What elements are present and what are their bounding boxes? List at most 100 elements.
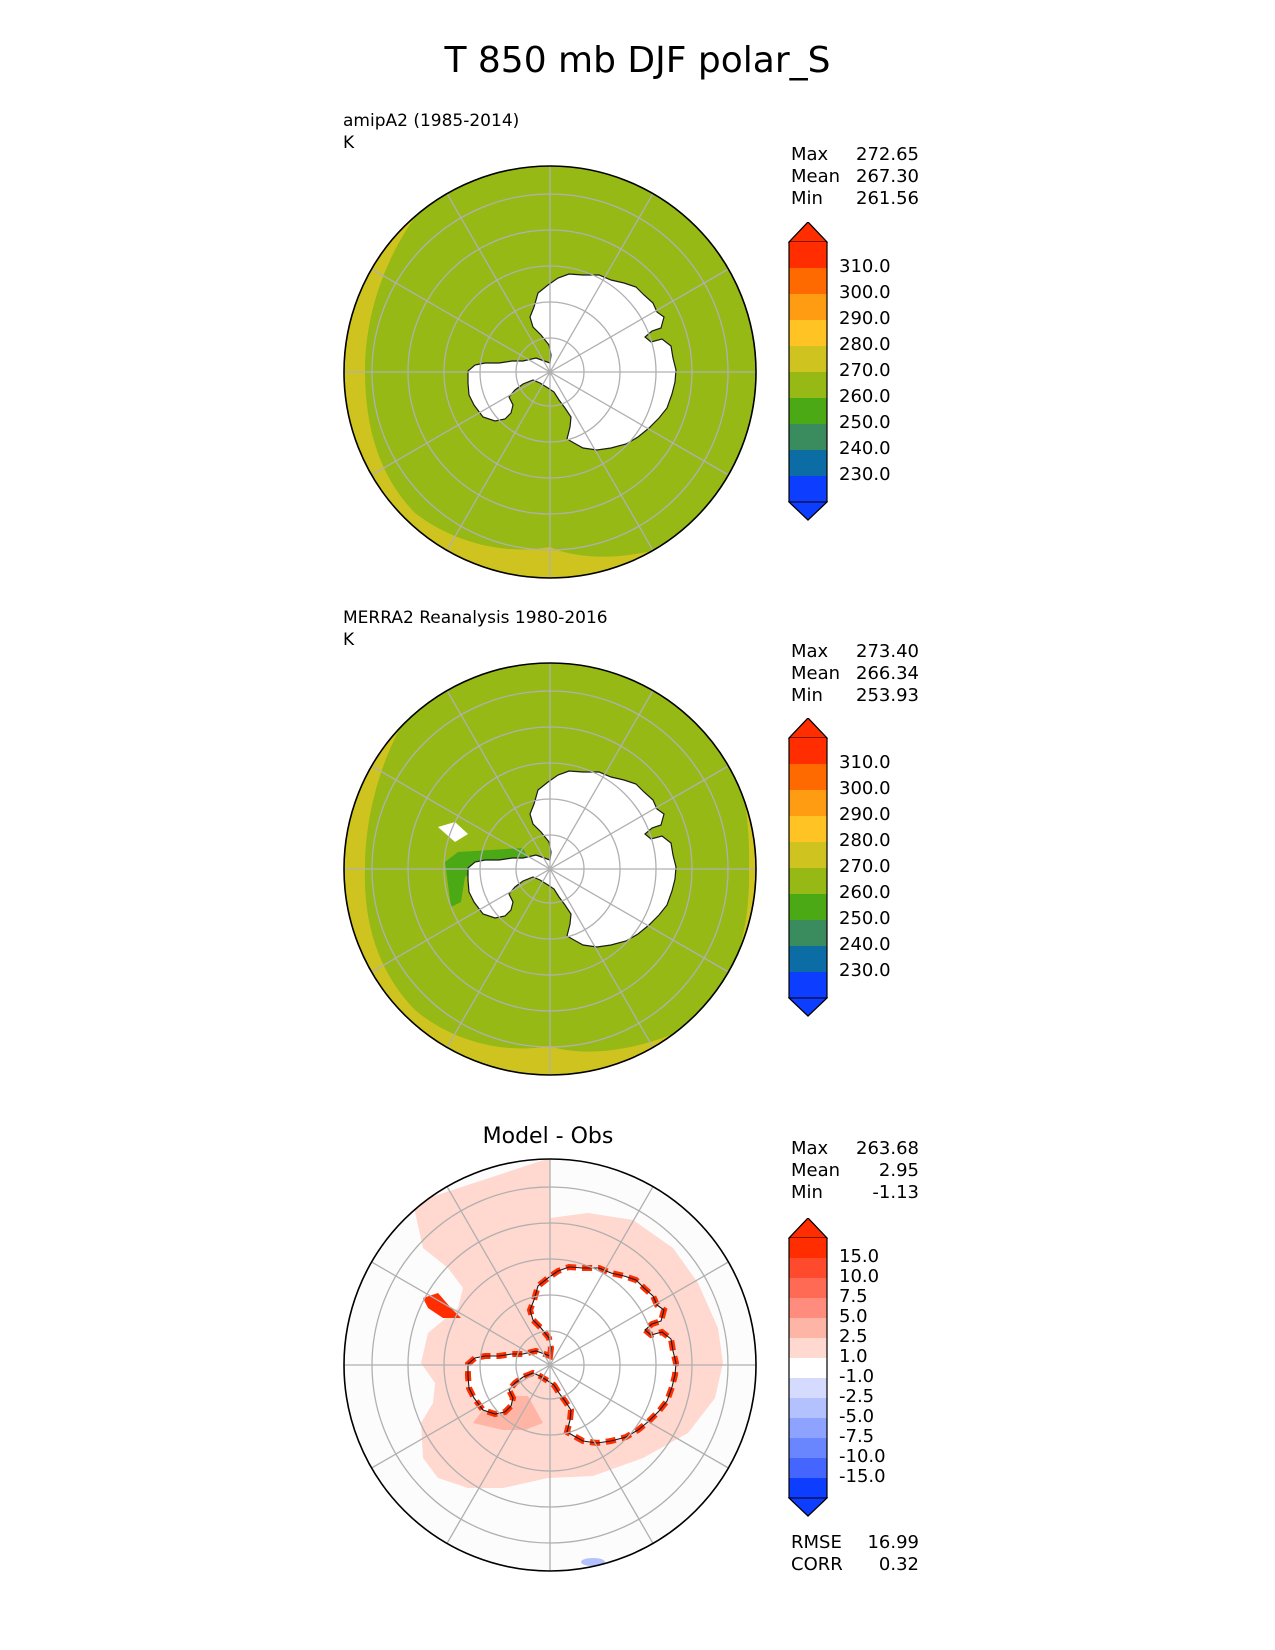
temperature-colorbar-obs: 310.0 300.0 290.0 280.0 270.0 260.0 250.0 240.0… <box>787 717 917 1022</box>
colorbar-swatch <box>789 790 827 817</box>
obs-panel-title: MERRA2 Reanalysis 1980-2016 K <box>343 607 608 651</box>
colorbar-tick-label: 300.0 <box>839 282 891 303</box>
colorbar-extend-max <box>787 221 829 243</box>
colorbar-swatch <box>789 894 827 921</box>
colorbar-tick-label: 310.0 <box>839 752 891 773</box>
colorbar-swatch <box>789 946 827 973</box>
colorbar-tick-label: 250.0 <box>839 908 891 929</box>
meridian-line <box>446 690 654 1048</box>
colorbar-swatch <box>789 1238 827 1259</box>
colorbar-tick-label: -2.5 <box>839 1386 875 1407</box>
colorbar-swatch <box>789 764 827 791</box>
colorbar-swatch <box>789 372 827 399</box>
meridian-line <box>446 1186 654 1544</box>
colorbar-swatch <box>789 424 827 451</box>
colorbar-tick-label: 300.0 <box>839 778 891 799</box>
diff-stat-mean: Mean 2.95 <box>791 1160 919 1181</box>
graticule <box>344 1159 756 1571</box>
graticule <box>344 663 756 1075</box>
diff-metric-corr: CORR 0.32 <box>791 1554 919 1575</box>
colorbar-extend-max <box>787 717 829 739</box>
diff-metric-rmse: RMSE 16.99 <box>791 1532 919 1553</box>
model-stat-mean: Mean 267.30 <box>791 166 919 187</box>
colorbar-tick-label: 230.0 <box>839 960 891 981</box>
colorbar-tick-label: 280.0 <box>839 334 891 355</box>
diff-metrics: RMSE 16.99 CORR 0.32 <box>791 1532 919 1576</box>
colorbar-swatch <box>789 738 827 765</box>
colorbar-swatch <box>789 816 827 843</box>
colorbar-tick-label: 260.0 <box>839 386 891 407</box>
model-polar-map <box>343 165 757 579</box>
colorbar-tick-label: 280.0 <box>839 830 891 851</box>
model-stats: Max 272.65 Mean 267.30 Min 261.56 <box>791 144 919 210</box>
colorbar-swatches <box>787 221 829 521</box>
temperature-colorbar-model: 310.0 300.0 290.0 280.0 270.0 260.0 250.0 240.0… <box>787 221 917 526</box>
diff-stat-min: Min -1.13 <box>791 1182 919 1203</box>
colorbar-extend-min <box>787 501 829 521</box>
colorbar-extend-min <box>787 997 829 1017</box>
obs-stats: Max 273.40 Mean 266.34 Min 253.93 <box>791 641 919 707</box>
colorbar-tick-label: 270.0 <box>839 360 891 381</box>
obs-units: K <box>343 630 355 650</box>
map-boundary <box>343 165 757 579</box>
colorbar-tick-label: -7.5 <box>839 1426 875 1447</box>
model-title: amipA2 (1985-2014) <box>343 111 520 131</box>
colorbar-tick-label: -10.0 <box>839 1446 886 1467</box>
colorbar-outline <box>788 1217 828 1517</box>
colorbar-swatches <box>787 1217 829 1517</box>
colorbar-extend-min <box>787 1497 829 1517</box>
colorbar-swatch <box>789 1338 827 1359</box>
colorbar-swatch <box>789 294 827 321</box>
colorbar-swatch <box>789 868 827 895</box>
colorbar-tick-label: 7.5 <box>839 1286 868 1307</box>
colorbar-swatch <box>789 320 827 347</box>
colorbar-swatch <box>789 1378 827 1399</box>
colorbar-swatches <box>787 717 829 1017</box>
model-stat-max: Max 272.65 <box>791 144 919 165</box>
map-boundary <box>343 1158 757 1572</box>
colorbar-tick-label: 240.0 <box>839 934 891 955</box>
colorbar-tick-label: 2.5 <box>839 1326 868 1347</box>
colorbar-tick-label: 5.0 <box>839 1306 868 1327</box>
colorbar-tick-label: -5.0 <box>839 1406 875 1427</box>
meridian-line <box>446 193 654 551</box>
colorbar-tick-label: 310.0 <box>839 256 891 277</box>
model-stat-min: Min 261.56 <box>791 188 919 209</box>
colorbar-swatch <box>789 1298 827 1319</box>
masked-shelf <box>438 822 468 842</box>
colorbar-tick-label: 260.0 <box>839 882 891 903</box>
colorbar-swatch <box>789 268 827 295</box>
colorbar-outline <box>788 221 828 521</box>
colorbar-swatch <box>789 1258 827 1279</box>
colorbar-tick-label: 240.0 <box>839 438 891 459</box>
diff-title: Model - Obs <box>482 1124 614 1149</box>
colorbar-extend-max <box>787 1217 829 1239</box>
colorbar-tick-label: -15.0 <box>839 1466 886 1487</box>
colorbar-tick-label: 270.0 <box>839 856 891 877</box>
colorbar-swatch <box>789 1278 827 1299</box>
obs-stat-max: Max 273.40 <box>791 641 919 662</box>
colorbar-swatch <box>789 1458 827 1479</box>
diff-polar-map <box>343 1158 757 1572</box>
diff-stats: Max 263.68 Mean 2.95 Min -1.13 <box>791 1138 919 1204</box>
cold-bias-patch <box>581 1558 605 1566</box>
colorbar-tick-label: 230.0 <box>839 464 891 485</box>
colorbar-tick-label: -1.0 <box>839 1366 875 1387</box>
obs-title: MERRA2 Reanalysis 1980-2016 <box>343 608 608 628</box>
obs-stat-mean: Mean 266.34 <box>791 663 919 684</box>
colorbar-swatch <box>789 972 827 999</box>
colorbar-swatch <box>789 1438 827 1459</box>
colorbar-swatch <box>789 1318 827 1339</box>
colorbar-outline <box>788 717 828 1017</box>
colorbar-swatch <box>789 476 827 503</box>
colorbar-tick-label: 15.0 <box>839 1246 880 1267</box>
model-panel-title: amipA2 (1985-2014) K <box>343 110 519 154</box>
colorbar-swatch <box>789 346 827 373</box>
colorbar-swatch <box>789 398 827 425</box>
graticule <box>344 166 756 578</box>
colorbar-swatch <box>789 1418 827 1439</box>
hot-spot <box>423 1293 461 1318</box>
colorbar-tick-label: 290.0 <box>839 308 891 329</box>
colorbar-tick-label: 290.0 <box>839 804 891 825</box>
obs-polar-map <box>343 662 757 1076</box>
